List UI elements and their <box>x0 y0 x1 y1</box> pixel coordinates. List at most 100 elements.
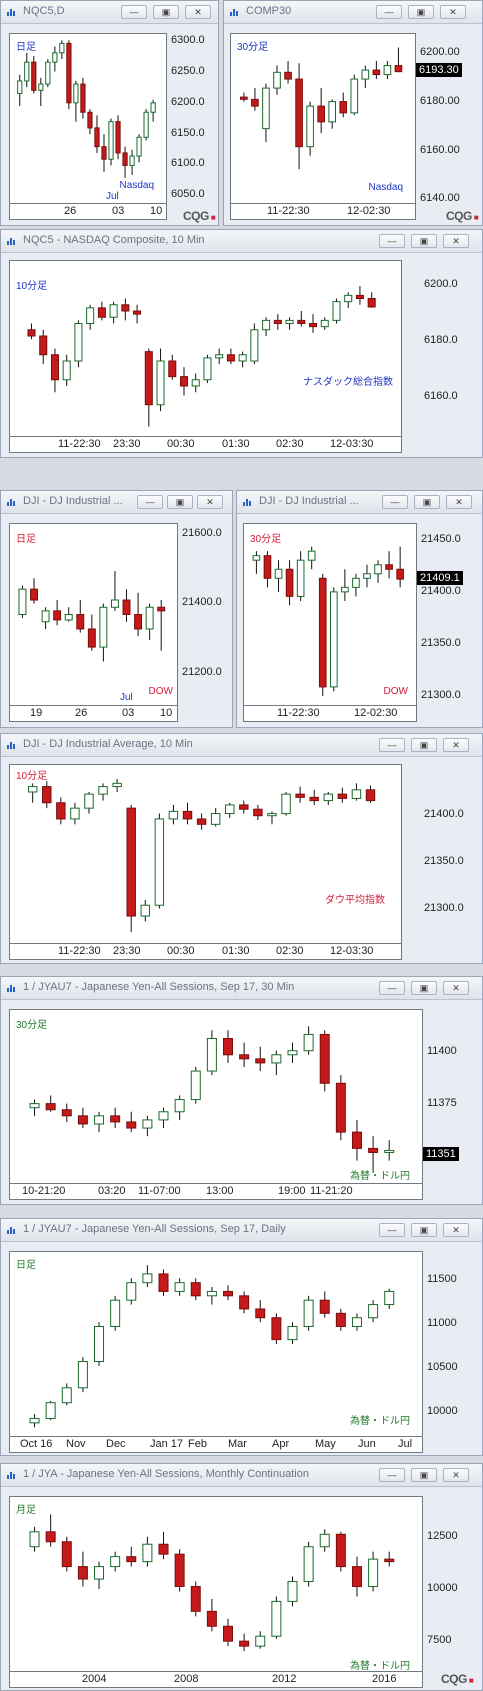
title-bar[interactable]: DJI - DJ Industrial ... — ▣ ✕ <box>1 491 232 514</box>
candle-body <box>29 1531 40 1548</box>
maximize-button[interactable]: ▣ <box>411 1223 437 1237</box>
minimize-button[interactable]: — <box>137 495 163 509</box>
chart-plot[interactable]: 日足 DOW Jul <box>9 523 178 706</box>
title-bar[interactable]: DJI - DJ Industrial Average, 10 Min — ▣ … <box>1 734 482 757</box>
candle-body <box>319 1299 330 1314</box>
candle <box>87 614 96 651</box>
maximize-button[interactable]: ▣ <box>153 5 179 19</box>
candle <box>374 560 382 583</box>
candle <box>368 1300 379 1323</box>
maximize-button[interactable]: ▣ <box>408 5 434 19</box>
maximize-button[interactable]: ▣ <box>167 495 193 509</box>
candle-body <box>190 1070 201 1101</box>
x-tick-label: 19 <box>30 707 43 719</box>
minimize-button[interactable]: — <box>121 5 147 19</box>
chart-plot[interactable]: 日足 為替・ドル円 <box>9 1251 423 1437</box>
candle <box>140 899 151 922</box>
timeframe-label: 10分足 <box>16 281 48 292</box>
candle <box>274 560 283 592</box>
minimize-button[interactable]: — <box>379 1223 405 1237</box>
candle-body <box>363 573 371 579</box>
candle-body <box>287 1325 298 1341</box>
cqg-logo: CQG ■ <box>446 209 479 223</box>
y-tick-label: 6300.0 <box>171 34 205 46</box>
minimize-button[interactable]: — <box>379 981 405 995</box>
close-button[interactable]: ✕ <box>443 738 469 752</box>
x-tick-label: 23:30 <box>113 945 141 957</box>
chart-window-dji-30min[interactable]: DJI - DJ Industrial ... — ▣ ✕ 30分足 DOW 2… <box>236 490 483 728</box>
chart-plot[interactable]: 10分足 ダウ平均指数 <box>9 764 402 944</box>
title-bar[interactable]: COMP30 — ▣ ✕ <box>224 1 482 24</box>
chart-plot[interactable]: 30分足 為替・ドル円 <box>9 1009 423 1184</box>
title-bar[interactable]: NQC5,D — ▣ ✕ <box>1 1 218 24</box>
maximize-button[interactable]: ▣ <box>414 495 440 509</box>
candle-body <box>190 1585 201 1612</box>
candle-body <box>158 1273 169 1292</box>
chart-plot[interactable]: 30分足 DOW <box>243 523 417 706</box>
brand-text: CQG <box>441 1672 467 1686</box>
y-axis: 6200.0 6180.0 6160.0 <box>402 260 482 437</box>
y-axis: 6300.0 6250.0 6200.0 6150.0 6100.0 6050.… <box>167 33 219 204</box>
chart-window-jyau7-30min[interactable]: 1 / JYAU7 - Japanese Yen-All Sessions, S… <box>0 976 483 1205</box>
minimize-button[interactable]: — <box>379 234 405 248</box>
chart-window-dji-daily[interactable]: DJI - DJ Industrial ... — ▣ ✕ 日足 DOW Jul… <box>0 490 233 728</box>
candle-body <box>38 83 44 91</box>
minimize-button[interactable]: — <box>379 738 405 752</box>
candle <box>328 99 337 129</box>
candle-body <box>239 1295 250 1310</box>
candle-body <box>18 588 27 616</box>
close-button[interactable]: ✕ <box>446 495 472 509</box>
candle-body <box>317 105 325 123</box>
title-bar[interactable]: 1 / JYAU7 - Japanese Yen-All Sessions, S… <box>1 1219 482 1242</box>
chart-window-nasdaq-10min[interactable]: NQC5 - NASDAQ Composite, 10 Min — ▣ ✕ 10… <box>0 229 483 458</box>
close-button[interactable]: ✕ <box>197 495 223 509</box>
title-bar[interactable]: 1 / JYA - Japanese Yen-All Sessions, Mon… <box>1 1464 482 1487</box>
chart-window-nqc5-daily[interactable]: NQC5,D — ▣ ✕ 日足 Nasdaq Jul 6300.0 6250.0… <box>0 0 219 226</box>
candle <box>62 354 71 386</box>
candle <box>53 600 62 626</box>
candle <box>61 1536 72 1572</box>
minimize-button[interactable]: — <box>376 5 402 19</box>
close-button[interactable]: ✕ <box>443 1468 469 1482</box>
title-bar[interactable]: NQC5 - NASDAQ Composite, 10 Min — ▣ ✕ <box>1 230 482 253</box>
chart-window-jyau7-daily[interactable]: 1 / JYAU7 - Japanese Yen-All Sessions, S… <box>0 1218 483 1456</box>
candle-body <box>329 591 338 688</box>
maximize-button[interactable]: ▣ <box>411 1468 437 1482</box>
chart-window-comp30[interactable]: COMP30 — ▣ ✕ 30分足 Nasdaq 6200.00 6180.00… <box>223 0 483 226</box>
maximize-button[interactable]: ▣ <box>411 738 437 752</box>
close-button[interactable]: ✕ <box>440 5 466 19</box>
chart-plot[interactable]: 30分足 Nasdaq <box>230 33 416 204</box>
candle-body <box>94 1325 105 1363</box>
candle <box>144 348 153 427</box>
chart-plot[interactable]: 日足 Nasdaq Jul <box>9 33 167 204</box>
close-button[interactable]: ✕ <box>185 5 211 19</box>
close-button[interactable]: ✕ <box>443 1223 469 1237</box>
month-label: Jul <box>106 191 119 202</box>
maximize-button[interactable]: ▣ <box>411 234 437 248</box>
minimize-button[interactable]: — <box>379 1468 405 1482</box>
chart-plot[interactable]: 10分足 ナスダック総合指数 <box>9 260 402 437</box>
chart-window-jya-monthly[interactable]: 1 / JYA - Japanese Yen-All Sessions, Mon… <box>0 1463 483 1691</box>
y-tick-label: 10000 <box>427 1405 458 1417</box>
candle-body <box>332 301 341 321</box>
chart-plot[interactable]: 月足 為替・ドル円 <box>9 1496 423 1672</box>
close-button[interactable]: ✕ <box>443 234 469 248</box>
candle-body <box>285 319 294 324</box>
candle <box>27 323 36 340</box>
chart-window-dji-10min[interactable]: DJI - DJ Industrial Average, 10 Min — ▣ … <box>0 733 483 964</box>
candle-body <box>122 599 131 615</box>
close-button[interactable]: ✕ <box>443 981 469 995</box>
title-bar[interactable]: 1 / JYAU7 - Japanese Yen-All Sessions, S… <box>1 977 482 1000</box>
candle <box>136 134 142 163</box>
candle <box>396 546 404 588</box>
maximize-button[interactable]: ▣ <box>411 981 437 995</box>
candle-body <box>287 1050 298 1056</box>
y-tick-label: 21400.0 <box>424 808 464 820</box>
title-bar[interactable]: DJI - DJ Industrial ... — ▣ ✕ <box>237 491 482 514</box>
timeframe-label: 30分足 <box>250 534 282 545</box>
candles-layer <box>27 779 376 933</box>
x-tick-label: 02:30 <box>276 945 304 957</box>
minimize-button[interactable]: — <box>382 495 408 509</box>
candle <box>337 787 348 803</box>
y-axis: 21450.0 21400.0 21350.0 21300.0 21409.1 <box>417 523 483 706</box>
